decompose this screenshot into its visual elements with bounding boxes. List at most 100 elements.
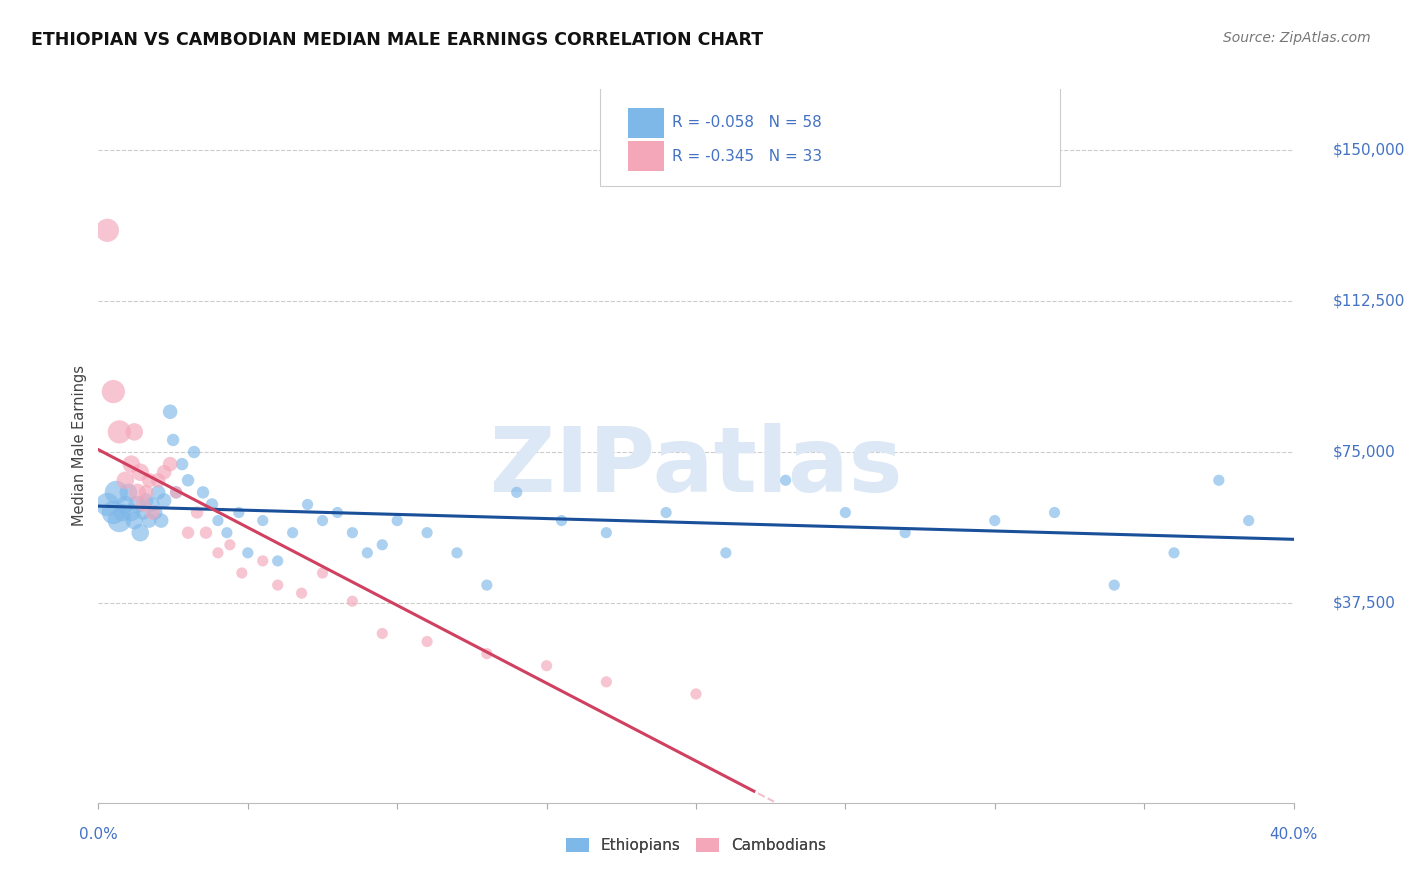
Point — [506, 485, 529, 500]
Text: 40.0%: 40.0% — [1270, 827, 1317, 842]
Point — [148, 485, 170, 500]
Point — [228, 506, 250, 520]
Point — [135, 493, 157, 508]
Point — [219, 538, 242, 552]
Point — [1208, 473, 1230, 487]
Point — [153, 493, 176, 508]
Point — [655, 506, 678, 520]
Point — [775, 473, 797, 487]
Point — [96, 498, 118, 512]
Point — [1043, 506, 1066, 520]
Point — [141, 498, 163, 512]
Point — [127, 498, 149, 512]
Point — [267, 578, 290, 592]
Point — [446, 546, 468, 560]
Point — [117, 485, 139, 500]
Point — [103, 384, 125, 399]
Point — [124, 425, 146, 439]
Point — [120, 506, 142, 520]
Point — [342, 594, 364, 608]
Point — [714, 546, 737, 560]
Point — [148, 473, 170, 487]
Text: R = -0.058   N = 58: R = -0.058 N = 58 — [672, 115, 823, 130]
Point — [281, 525, 304, 540]
Point — [475, 647, 498, 661]
Point — [595, 674, 617, 689]
Point — [894, 525, 917, 540]
Text: R = -0.345   N = 33: R = -0.345 N = 33 — [672, 149, 823, 164]
Text: Source: ZipAtlas.com: Source: ZipAtlas.com — [1223, 31, 1371, 45]
Point — [550, 514, 572, 528]
Point — [236, 546, 259, 560]
Point — [252, 514, 274, 528]
Point — [536, 658, 558, 673]
Point — [172, 457, 194, 471]
Point — [416, 525, 439, 540]
Point — [1237, 514, 1260, 528]
Point — [1163, 546, 1185, 560]
Point — [124, 514, 146, 528]
Point — [191, 485, 214, 500]
FancyBboxPatch shape — [628, 108, 664, 137]
FancyBboxPatch shape — [628, 141, 664, 171]
Point — [159, 457, 181, 471]
Point — [114, 473, 136, 487]
Point — [159, 405, 181, 419]
Point — [177, 525, 200, 540]
Text: ETHIOPIAN VS CAMBODIAN MEDIAN MALE EARNINGS CORRELATION CHART: ETHIOPIAN VS CAMBODIAN MEDIAN MALE EARNI… — [31, 31, 763, 49]
Point — [150, 514, 173, 528]
Point — [132, 506, 155, 520]
Point — [138, 514, 160, 528]
Point — [165, 485, 187, 500]
Point — [165, 485, 187, 500]
Point — [108, 514, 131, 528]
Point — [135, 485, 157, 500]
Legend: Ethiopians, Cambodians: Ethiopians, Cambodians — [560, 831, 832, 859]
Point — [138, 473, 160, 487]
Point — [120, 457, 142, 471]
Point — [342, 525, 364, 540]
Point — [685, 687, 707, 701]
Point — [834, 506, 856, 520]
Point — [311, 566, 333, 580]
Point — [129, 465, 152, 479]
Text: ZIPatlas: ZIPatlas — [489, 424, 903, 511]
Point — [371, 626, 394, 640]
Point — [595, 525, 617, 540]
Point — [127, 485, 149, 500]
Point — [183, 445, 205, 459]
Point — [195, 525, 218, 540]
Point — [96, 223, 118, 237]
Point — [207, 546, 229, 560]
Point — [475, 578, 498, 592]
Point — [215, 525, 238, 540]
Point — [132, 498, 155, 512]
Y-axis label: Median Male Earnings: Median Male Earnings — [72, 366, 87, 526]
Text: $112,500: $112,500 — [1333, 293, 1405, 309]
Point — [1104, 578, 1126, 592]
Point — [162, 433, 184, 447]
Point — [297, 498, 319, 512]
Point — [108, 425, 131, 439]
Point — [326, 506, 349, 520]
Point — [416, 634, 439, 648]
Point — [114, 498, 136, 512]
Point — [141, 506, 163, 520]
Text: $150,000: $150,000 — [1333, 142, 1405, 157]
Point — [103, 506, 125, 520]
FancyBboxPatch shape — [600, 87, 1060, 186]
Text: $75,000: $75,000 — [1333, 444, 1395, 459]
Point — [984, 514, 1007, 528]
Point — [143, 506, 166, 520]
Point — [153, 465, 176, 479]
Point — [186, 506, 208, 520]
Point — [371, 538, 394, 552]
Point — [105, 485, 128, 500]
Point — [356, 546, 378, 560]
Point — [267, 554, 290, 568]
Point — [129, 525, 152, 540]
Point — [252, 554, 274, 568]
Point — [207, 514, 229, 528]
Text: 0.0%: 0.0% — [79, 827, 118, 842]
Point — [291, 586, 314, 600]
